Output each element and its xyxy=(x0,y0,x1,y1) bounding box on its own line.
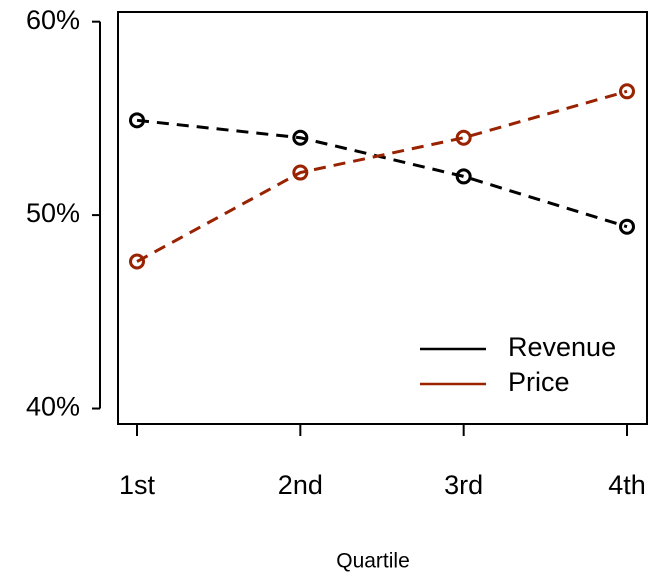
point xyxy=(129,253,145,270)
series-line xyxy=(136,89,628,263)
point xyxy=(292,164,309,181)
legend-label: Revenue xyxy=(508,332,616,362)
x-axis-title: Quartile xyxy=(336,550,410,573)
point xyxy=(129,112,145,129)
y-tick-label: 40% xyxy=(26,392,80,422)
x-tick-label: 2nd xyxy=(278,470,323,500)
legend-label: Price xyxy=(508,367,570,397)
point xyxy=(455,129,472,146)
x-tick-label: 1st xyxy=(119,470,156,500)
point xyxy=(292,129,309,146)
point xyxy=(455,168,472,185)
point xyxy=(619,218,635,235)
plot-frame xyxy=(117,11,648,425)
x-tick-label: 3rd xyxy=(444,470,483,500)
series-line xyxy=(136,118,628,229)
x-tick-label: 4th xyxy=(608,470,646,500)
y-tick-label: 50% xyxy=(26,198,80,228)
point xyxy=(619,83,635,100)
y-tick-label: 60% xyxy=(26,5,80,35)
